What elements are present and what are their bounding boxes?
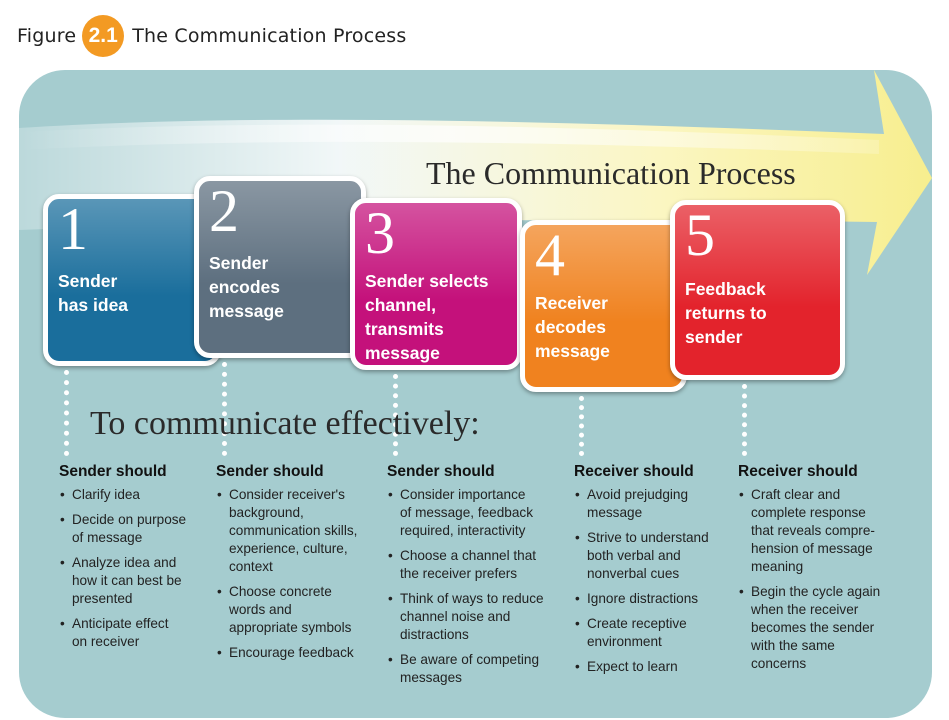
list-item: Choose concrete words and appropriate sy…: [216, 583, 381, 637]
connector-2: [222, 362, 227, 456]
diagram-panel: The Communication Process 1 Sender has i…: [19, 70, 932, 718]
step-4-box: 4 Receiver decodes message: [520, 220, 687, 392]
list-item: Consider receiver's background, communic…: [216, 486, 381, 576]
list-item: Encourage feedback: [216, 644, 381, 662]
list-item: Strive to understand both verbal and non…: [574, 529, 734, 583]
step-5-number: 5: [685, 202, 715, 268]
column-4-list: Avoid prejudging message Strive to under…: [574, 486, 734, 676]
step-4-number: 4: [535, 222, 565, 288]
list-item: Avoid prejudging message: [574, 486, 734, 522]
column-5: Receiver should Craft clear and complete…: [738, 463, 908, 680]
list-item: Expect to learn: [574, 658, 734, 676]
column-2-list: Consider receiver's background, communic…: [216, 486, 381, 662]
list-item: Create receptive environment: [574, 615, 734, 651]
list-item: Choose a channel that the receiver prefe…: [387, 547, 562, 583]
step-3-number: 3: [365, 200, 395, 266]
list-item: Decide on purpose of message: [59, 511, 209, 547]
step-1-label: Sender has idea: [58, 271, 129, 315]
column-2-heading: Sender should: [216, 463, 324, 480]
list-item: Anticipate effect on receiver: [59, 615, 209, 651]
list-item: Analyze idea and how it can best be pres…: [59, 554, 209, 608]
figure-title: The Communication Process: [132, 25, 407, 47]
diagram-subtitle: To communicate effectively:: [90, 405, 480, 442]
step-4-label: Receiver decodes message: [535, 293, 610, 361]
step-3-box: 3 Sender selects channel, transmits mess…: [350, 198, 522, 370]
diagram-title: The Communication Process: [426, 155, 796, 191]
step-5-box: 5 Feedback returns to sender: [670, 200, 845, 380]
figure-word: Figure: [17, 25, 77, 47]
connector-1: [64, 370, 69, 456]
connector-4: [579, 396, 584, 456]
step-3-label: Sender selects channel, transmits messag…: [365, 271, 489, 363]
connector-5: [742, 384, 747, 456]
column-1: Sender should Clarify idea Decide on pur…: [59, 463, 209, 658]
step-2-box: 2 Sender encodes message: [194, 176, 366, 358]
process-arrow: [19, 70, 932, 275]
list-item: Be aware of competing messages: [387, 651, 562, 687]
list-item: Think of ways to reduce channel noise an…: [387, 590, 562, 644]
column-5-heading: Receiver should: [738, 463, 858, 480]
figure-number-badge: 2.1: [82, 15, 125, 57]
list-item: Craft clear and complete response that r…: [738, 486, 908, 576]
list-item: Clarify idea: [59, 486, 209, 504]
column-3: Sender should Consider importance of mes…: [387, 463, 562, 694]
column-4-heading: Receiver should: [574, 463, 694, 480]
column-5-list: Craft clear and complete response that r…: [738, 486, 908, 673]
column-3-heading: Sender should: [387, 463, 495, 480]
figure-header: Figure 2.1 The Communication Process: [17, 15, 407, 57]
list-item: Ignore distractions: [574, 590, 734, 608]
step-2-label: Sender encodes message: [209, 253, 284, 321]
column-2: Sender should Consider receiver's backgr…: [216, 463, 381, 669]
connector-3: [393, 374, 398, 456]
column-1-heading: Sender should: [59, 463, 167, 480]
list-item: Begin the cycle again when the receiver …: [738, 583, 908, 673]
column-3-list: Consider importance of message, feedback…: [387, 486, 562, 687]
column-1-list: Clarify idea Decide on purpose of messag…: [59, 486, 209, 651]
step-5-label: Feedback returns to sender: [685, 279, 767, 347]
step-2-number: 2: [209, 178, 239, 244]
list-item: Consider importance of message, feedback…: [387, 486, 562, 540]
column-4: Receiver should Avoid prejudging message…: [574, 463, 734, 683]
step-1-number: 1: [58, 196, 88, 262]
